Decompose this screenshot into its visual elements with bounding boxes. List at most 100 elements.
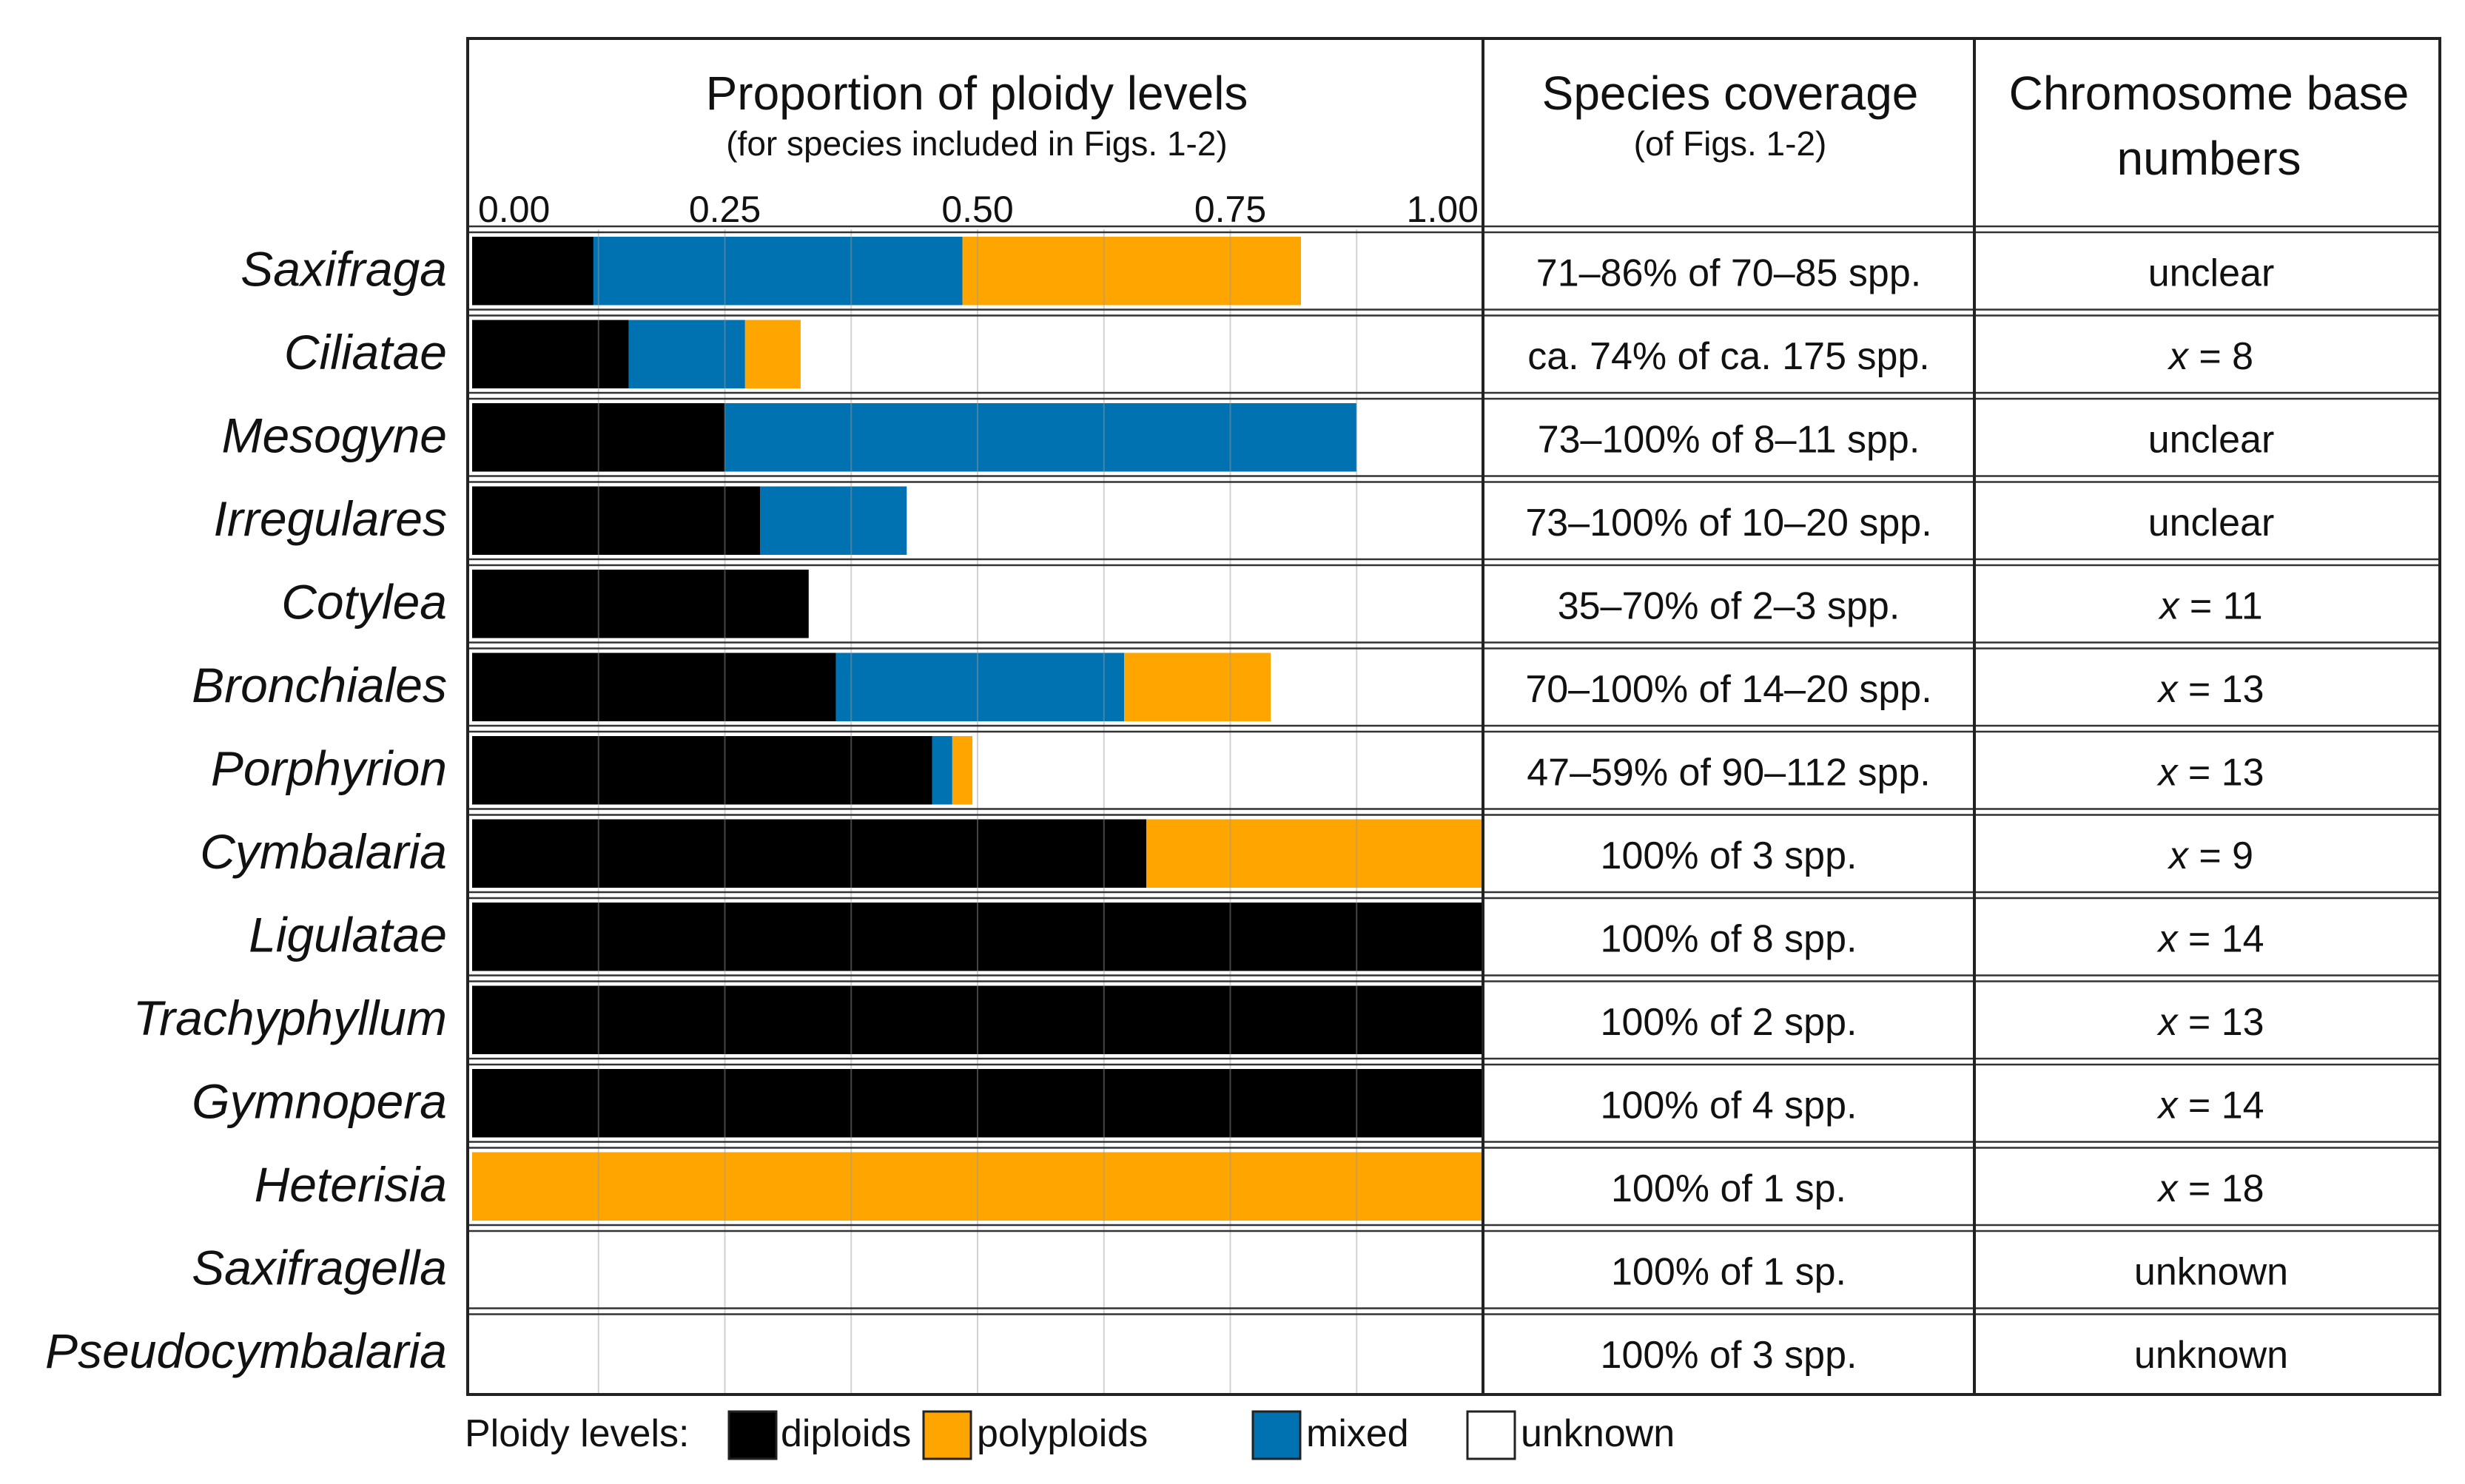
coverage-cell-mesogyne: 73–100% of 8–11 spp. <box>1538 418 1920 461</box>
bar-saxifraga-mixed <box>593 237 963 306</box>
row-label-pseudocymbalaria: Pseudocymbalaria <box>45 1323 447 1378</box>
bar-bronchiales-mixed <box>835 652 1125 721</box>
bar-pseudocymbalaria-unknown <box>472 1318 1483 1387</box>
bar-irregulares-unknown <box>907 486 1483 555</box>
chromosome-variable: x <box>2156 1001 2179 1044</box>
bar-cotylea-diploids <box>472 570 809 638</box>
bar-trachyphyllum-diploids <box>472 985 1483 1054</box>
chromosome-value: = 13 <box>2177 668 2264 711</box>
legend-swatch-unknown <box>1466 1410 1516 1460</box>
chromosome-cell-heterisia: x = 18 <box>2156 1167 2264 1210</box>
legend-label-mixed: mixed <box>1306 1412 1409 1455</box>
bar-irregulares-diploids <box>472 486 761 555</box>
chromosome-value: = 13 <box>2177 1001 2264 1044</box>
coverage-cell-saxifraga: 71–86% of 70–85 spp. <box>1536 252 1921 294</box>
legend-swatch-mixed <box>1251 1410 1302 1460</box>
chromosome-cell-gymnopera: x = 14 <box>2156 1084 2264 1127</box>
bar-ciliatae-unknown <box>800 320 1483 388</box>
chromosome-value: = 13 <box>2177 751 2264 794</box>
bar-saxifraga-diploids <box>472 237 593 306</box>
row-label-bronchiales: Bronchiales <box>192 658 447 712</box>
chromosome-cell-cotylea: x = 11 <box>2157 584 2262 627</box>
coverage-cell-saxifragella: 100% of 1 sp. <box>1611 1250 1846 1293</box>
chromosome-value: = 18 <box>2177 1167 2264 1210</box>
coverage-cell-irregulares: 73–100% of 10–20 spp. <box>1525 502 1931 544</box>
legend: Ploidy levels: diploids polyploids mixed un… <box>465 1410 1675 1460</box>
bar-ligulatae-diploids <box>472 903 1483 971</box>
chromosome-variable: x <box>2156 1084 2179 1127</box>
chromosome-variable: x <box>2156 668 2179 711</box>
coverage-header-subtitle: (of Figs. 1-2) <box>1634 124 1827 163</box>
coverage-header-title: Species coverage <box>1542 67 1919 120</box>
bar-cymbalaria-diploids <box>472 819 1147 888</box>
bar-porphyrion-unknown <box>972 736 1483 805</box>
bar-ciliatae-diploids <box>472 320 629 388</box>
chromosome-value: = 8 <box>2188 335 2253 378</box>
coverage-cell-ligulatae: 100% of 8 spp. <box>1601 917 1857 960</box>
chromosome-value: unknown <box>2134 1250 2288 1293</box>
bar-mesogyne-diploids <box>472 403 725 472</box>
bar-ciliatae-polyploids <box>744 320 801 388</box>
coverage-cell-porphyrion: 47–59% of 90–112 spp. <box>1527 751 1931 794</box>
bar-cymbalaria-polyploids <box>1146 819 1483 888</box>
row-label-ligulatae: Ligulatae <box>249 907 447 962</box>
bar-saxifragella-unknown <box>472 1235 1483 1304</box>
chromosome-cell-trachyphyllum: x = 13 <box>2156 1001 2264 1044</box>
chromosome-cell-bronchiales: x = 13 <box>2156 668 2264 711</box>
chromosome-cell-saxifraga: unclear <box>2148 252 2275 294</box>
bar-heterisia-polyploids <box>472 1152 1483 1221</box>
bar-gymnopera-diploids <box>472 1069 1483 1138</box>
bar-saxifraga-polyploids <box>962 237 1302 306</box>
chromosome-cell-ligulatae: x = 14 <box>2156 917 2264 960</box>
bar-mesogyne-mixed <box>724 403 1357 472</box>
row-label-cotylea: Cotylea <box>281 574 447 629</box>
chromosome-cell-porphyrion: x = 13 <box>2156 751 2264 794</box>
chromosome-value: unclear <box>2148 418 2275 461</box>
legend-title: Ploidy levels: <box>465 1412 689 1455</box>
row-label-gymnopera: Gymnopera <box>192 1073 447 1128</box>
chromosome-cell-saxifragella: unknown <box>2134 1250 2288 1293</box>
row-label-porphyrion: Porphyrion <box>211 741 447 795</box>
coverage-cell-cymbalaria: 100% of 3 spp. <box>1601 834 1857 877</box>
chart-subtitle: (for species included in Figs. 1-2) <box>726 124 1228 163</box>
chromosome-value: unknown <box>2134 1334 2288 1377</box>
bar-porphyrion-polyploids <box>952 736 973 805</box>
bar-bronchiales-unknown <box>1271 652 1483 721</box>
bar-porphyrion-diploids <box>472 736 932 805</box>
table-frame <box>466 37 2441 1396</box>
legend-label-polyploids: polyploids <box>977 1412 1148 1455</box>
coverage-cell-gymnopera: 100% of 4 spp. <box>1601 1084 1857 1127</box>
chromosome-value: unclear <box>2148 502 2275 544</box>
row-label-mesogyne: Mesogyne <box>221 408 447 462</box>
row-label-saxifragella: Saxifragella <box>192 1240 447 1295</box>
coverage-cell-cotylea: 35–70% of 2–3 spp. <box>1558 584 1900 627</box>
table-lines <box>466 37 2441 1396</box>
chromosome-cell-pseudocymbalaria: unknown <box>2134 1334 2288 1377</box>
coverage-cell-ciliatae: ca. 74% of ca. 175 spp. <box>1527 335 1929 378</box>
bar-porphyrion-mixed <box>932 736 952 805</box>
row-label-irregulares: Irregulares <box>214 491 447 546</box>
grid-layer <box>597 229 1358 1394</box>
x-tick-label-0: 0.00 <box>478 189 550 230</box>
chromosome-cell-mesogyne: unclear <box>2148 418 2275 461</box>
chromosome-variable: x <box>2156 917 2179 960</box>
x-tick-label-4: 1.00 <box>1407 189 1479 230</box>
row-label-ciliatae: Ciliatae <box>284 325 447 380</box>
chromosome-value: unclear <box>2148 252 2275 294</box>
bar-layer <box>472 237 1483 1387</box>
chromosome-cell-irregulares: unclear <box>2148 502 2275 544</box>
row-label-cymbalaria: Cymbalaria <box>200 824 447 879</box>
legend-swatch-polyploids <box>922 1410 972 1460</box>
chromosome-header-line-1: Chromosome base <box>2009 67 2409 120</box>
chromosome-variable: x <box>2167 335 2190 378</box>
bar-mesogyne-unknown <box>1356 403 1483 472</box>
x-tick-label-3: 0.75 <box>1194 189 1266 230</box>
chart-title: Proportion of ploidy levels <box>706 67 1248 120</box>
coverage-cell-heterisia: 100% of 1 sp. <box>1611 1167 1846 1210</box>
legend-label-diploids: diploids <box>781 1412 911 1455</box>
chromosome-variable: x <box>2167 834 2190 877</box>
x-tick-label-1: 0.25 <box>689 189 761 230</box>
bar-cotylea-unknown <box>808 570 1483 638</box>
